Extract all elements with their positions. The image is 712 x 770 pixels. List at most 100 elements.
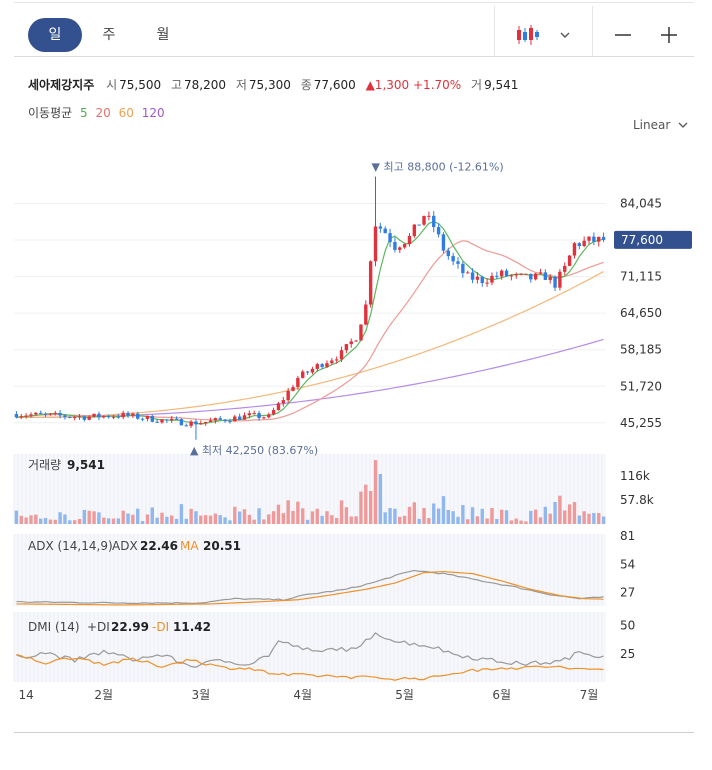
candle-body	[38, 412, 43, 414]
volume-bar	[548, 513, 552, 524]
chart-type-dropdown[interactable]	[554, 18, 576, 52]
volume-bar	[553, 502, 557, 524]
x-axis-label: 7월	[580, 688, 599, 702]
ma60-line	[16, 271, 604, 418]
candle-body	[461, 263, 465, 274]
price-tick-label: 58,185	[620, 343, 662, 357]
volume-bar	[417, 518, 421, 524]
plus-di-legend-label: +DI	[87, 620, 110, 634]
volume-bar	[53, 519, 57, 524]
volume-bar	[160, 512, 164, 524]
candle-body	[422, 216, 426, 225]
period-month-tab[interactable]: 월	[156, 27, 170, 43]
volume-bar	[145, 514, 150, 524]
zoom-out-button[interactable]	[608, 18, 638, 52]
volume-bar	[34, 514, 38, 524]
volume-bar	[310, 511, 315, 524]
volume-bar	[432, 503, 436, 524]
candle-body	[233, 416, 237, 422]
volume-bar	[150, 507, 154, 524]
candle-body	[499, 270, 504, 277]
candle-body	[310, 368, 315, 373]
scale-dropdown[interactable]: Linear	[633, 118, 688, 132]
candle-body	[102, 415, 106, 418]
volume-bar	[601, 516, 606, 524]
volume-bar	[422, 507, 426, 524]
candle-body	[563, 265, 567, 272]
chart-type-button[interactable]	[508, 18, 548, 52]
candle-body	[407, 236, 412, 245]
zoom-in-button[interactable]	[654, 18, 684, 52]
volume-bar	[412, 502, 417, 524]
candle-body	[378, 226, 383, 229]
ma120-legend[interactable]: 120	[141, 106, 165, 120]
volume-bar	[577, 515, 582, 524]
volume-bar	[19, 515, 23, 524]
scale-label: Linear	[633, 118, 671, 132]
volume-bar	[398, 516, 402, 524]
volume-bar	[320, 515, 324, 524]
x-axis-label: 2월	[94, 688, 113, 702]
volume-bar	[567, 504, 572, 524]
candle-body	[359, 324, 363, 341]
candle-body	[179, 419, 184, 426]
candle-body	[286, 390, 290, 401]
candle-body	[320, 364, 324, 367]
candle-body	[155, 421, 159, 423]
candle-body	[72, 416, 77, 418]
volume-bar	[189, 508, 193, 524]
ma60-legend[interactable]: 60	[118, 106, 134, 120]
dmi-tick-label: 25	[620, 647, 635, 661]
candle-body	[470, 272, 475, 280]
candle-body	[441, 234, 446, 251]
candle-body	[354, 340, 358, 342]
volume-bar	[485, 518, 489, 524]
chevron-down-icon	[678, 122, 688, 128]
volume-bar	[252, 519, 256, 524]
bottom-divider	[14, 732, 694, 733]
price-tick-label: 51,720	[620, 379, 662, 393]
volume-bar	[296, 501, 300, 524]
candle-body	[315, 364, 319, 369]
volume-bar	[165, 516, 169, 524]
candle-body	[364, 304, 368, 325]
quote-summary: 세아제강지주 시 75,500 고 78,200 저 75,300 종 77,600 ▲…	[28, 76, 524, 93]
volume-bar	[199, 515, 203, 524]
candle-body	[402, 244, 407, 248]
volume-bar	[291, 510, 295, 524]
candle-body	[145, 415, 150, 419]
volume-bar	[393, 508, 397, 524]
ma20-legend[interactable]: 20	[95, 106, 111, 120]
candle-body	[281, 400, 286, 404]
volume-bar	[106, 518, 111, 524]
volume-bar	[407, 506, 412, 524]
candle-body	[514, 273, 518, 276]
moving-average-legend: 이동평균 5 20 60 120	[28, 104, 169, 121]
volume-bar	[315, 508, 319, 524]
candle-body	[267, 414, 271, 418]
candle-body	[121, 412, 125, 418]
candle-body	[24, 415, 28, 417]
volume-bar	[140, 521, 145, 524]
candle-body	[558, 271, 562, 288]
volume-bar	[480, 508, 484, 524]
candle-body	[203, 421, 208, 424]
volume-bar	[126, 513, 130, 524]
period-week-tab[interactable]: 주	[102, 27, 116, 43]
volume-bar	[24, 517, 28, 524]
ma5-legend[interactable]: 5	[80, 106, 88, 120]
candle-body	[131, 413, 135, 416]
candle-body	[34, 412, 38, 415]
period-day-tab[interactable]: 일	[28, 18, 82, 52]
adx-tick-label: 54	[620, 557, 635, 571]
candle-body	[529, 273, 533, 280]
minus-di-line	[16, 653, 604, 681]
toolbar-separator	[494, 6, 495, 56]
chart-toolbar: 일 주 월	[14, 6, 694, 56]
volume-bar	[461, 505, 465, 524]
volume-bar	[330, 515, 334, 524]
candle-body	[271, 410, 276, 415]
candle-body	[194, 421, 198, 425]
candle-body	[160, 419, 164, 423]
